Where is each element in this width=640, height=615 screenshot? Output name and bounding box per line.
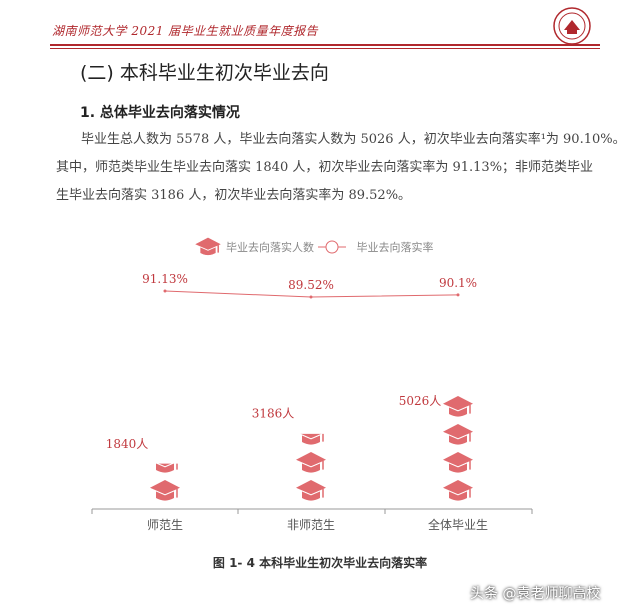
bar-cap-icon (296, 452, 326, 473)
bar-cap-icon (443, 424, 473, 445)
rate-point (456, 293, 460, 297)
rate-data-label: 91.13% (142, 272, 188, 286)
subsection-title: 1. 总体毕业去向落实情况 (80, 105, 240, 121)
x-tick-label: 师范生 (147, 518, 183, 532)
figure-caption: 图 1- 4 本科毕业生初次毕业去向落实率 (212, 556, 428, 570)
legend-label-count: 毕业去向落实人数 (226, 240, 314, 254)
report-header-title: 湖南师范大学 2021 届毕业生就业质量年度报告 (52, 24, 319, 38)
university-seal-icon (553, 7, 591, 45)
rate-point (163, 289, 167, 293)
bar-cap-icon (443, 396, 473, 417)
rate-data-label: 89.52% (288, 278, 334, 292)
paragraph-line: 其中，师范类毕业生毕业去向落实 1840 人，初次毕业去向落实率为 91.13%… (56, 160, 594, 175)
count-data-label: 5026人 (399, 394, 442, 408)
bar-cap-icon (150, 480, 180, 501)
legend-cap-icon (195, 237, 221, 256)
bar-cap-icon-partial (156, 463, 178, 473)
paragraph-line: 生毕业去向落实 3186 人，初次毕业去向落实率为 89.52%。 (56, 188, 412, 203)
bar-cap-icon (443, 452, 473, 473)
header-divider (50, 44, 600, 46)
legend-label-rate: 毕业去向落实率 (357, 240, 434, 254)
bar-cap-icon-partial (301, 433, 324, 445)
rate-point (309, 295, 313, 299)
legend-line-marker (325, 240, 339, 254)
placement-chart: 毕业去向落实人数 毕业去向落实率 91.13% 89.52% 90.1% 师范生 非师范生 全… (91, 237, 533, 532)
paragraph-line: 毕业生总人数为 5578 人，毕业去向落实人数为 5026 人，初次毕业去向落实… (81, 132, 626, 147)
header-divider-thin (50, 48, 600, 49)
count-data-label: 3186人 (252, 407, 295, 421)
section-title: (二) 本科毕业生初次毕业去向 (80, 62, 329, 84)
x-tick-label: 全体毕业生 (428, 517, 488, 532)
watermark: 头条 @袁老师聊高校 (470, 586, 601, 602)
count-data-label: 1840人 (106, 437, 149, 451)
bar-cap-icon (296, 480, 326, 501)
bar-cap-icon (443, 480, 473, 501)
rate-data-label: 90.1% (439, 276, 477, 290)
x-tick-label: 非师范生 (287, 518, 335, 532)
